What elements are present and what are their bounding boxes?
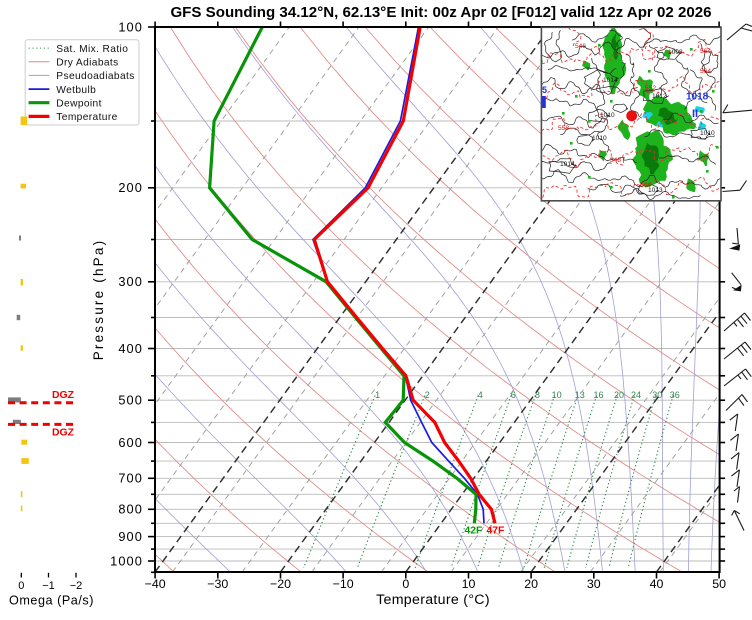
svg-text:900: 900 — [118, 529, 143, 544]
svg-text:8: 8 — [535, 390, 540, 400]
svg-text:500: 500 — [118, 393, 143, 408]
svg-text:Temperature (°C): Temperature (°C) — [376, 592, 490, 608]
svg-text:800: 800 — [118, 502, 143, 517]
svg-text:558: 558 — [558, 125, 569, 132]
svg-text:24: 24 — [631, 390, 641, 400]
svg-text:1010: 1010 — [600, 112, 615, 119]
svg-text:50: 50 — [712, 577, 726, 591]
svg-text:10: 10 — [552, 390, 562, 400]
svg-text:548: 548 — [610, 157, 621, 164]
svg-text:36: 36 — [670, 390, 680, 400]
svg-text:DGZ: DGZ — [52, 428, 75, 439]
svg-text:Omega (Pa/s): Omega (Pa/s) — [9, 594, 94, 608]
svg-text:−40: −40 — [145, 577, 166, 591]
svg-text:1012: 1012 — [652, 93, 667, 100]
svg-text:1018: 1018 — [686, 92, 709, 103]
svg-text:20: 20 — [614, 390, 624, 400]
svg-text:−1: −1 — [42, 580, 55, 592]
svg-text:−10: −10 — [333, 577, 354, 591]
svg-text:564: 564 — [700, 48, 711, 55]
svg-text:DGZ: DGZ — [52, 390, 75, 401]
svg-text:546: 546 — [575, 43, 586, 50]
svg-text:600: 600 — [118, 435, 143, 450]
svg-text:II: II — [692, 108, 698, 120]
svg-text:16: 16 — [593, 390, 603, 400]
svg-text:200: 200 — [118, 180, 143, 195]
svg-text:Dewpoint: Dewpoint — [56, 98, 102, 109]
svg-text:30: 30 — [652, 390, 662, 400]
svg-text:2: 2 — [425, 390, 430, 400]
svg-text:1010: 1010 — [700, 130, 715, 137]
svg-text:552: 552 — [645, 85, 656, 92]
svg-text:544: 544 — [640, 182, 651, 189]
svg-text:−30: −30 — [207, 577, 228, 591]
svg-text:Dry Adiabats: Dry Adiabats — [56, 58, 118, 69]
svg-text:30: 30 — [587, 577, 601, 591]
svg-text:1014: 1014 — [560, 161, 575, 168]
svg-text:Wetbulb: Wetbulb — [56, 85, 96, 96]
svg-text:5: 5 — [542, 85, 547, 95]
svg-text:564: 564 — [700, 68, 711, 75]
svg-text:20: 20 — [524, 577, 538, 591]
svg-text:1014: 1014 — [603, 77, 618, 84]
svg-text:400: 400 — [118, 341, 143, 356]
svg-text:GFS Sounding 34.12°N, 62.13°E: GFS Sounding 34.12°N, 62.13°E Init: 00z … — [170, 4, 711, 21]
svg-text:4: 4 — [478, 390, 483, 400]
svg-text:300: 300 — [118, 274, 143, 289]
svg-text:Pseudoadiabats: Pseudoadiabats — [56, 71, 134, 82]
svg-text:40: 40 — [650, 577, 664, 591]
svg-text:0: 0 — [18, 580, 24, 592]
svg-text:47F: 47F — [487, 526, 505, 537]
svg-text:Temperature: Temperature — [56, 112, 117, 123]
svg-text:−20: −20 — [270, 577, 291, 591]
svg-text:700: 700 — [118, 471, 143, 486]
svg-text:1008: 1008 — [668, 49, 683, 56]
svg-text:6: 6 — [511, 390, 516, 400]
svg-text:Pressure (hPa): Pressure (hPa) — [91, 239, 106, 361]
svg-text:1013: 1013 — [648, 187, 663, 194]
svg-text:42F: 42F — [465, 526, 483, 537]
svg-text:1000: 1000 — [110, 553, 143, 568]
svg-text:1010: 1010 — [592, 135, 607, 142]
svg-text:−2: −2 — [70, 580, 83, 592]
svg-text:1: 1 — [375, 390, 380, 400]
svg-text:100: 100 — [118, 19, 143, 34]
svg-text:13: 13 — [575, 390, 585, 400]
svg-text:10: 10 — [462, 577, 476, 591]
svg-text:Sat. Mix. Ratio: Sat. Mix. Ratio — [56, 44, 128, 55]
svg-text:0: 0 — [402, 577, 409, 591]
